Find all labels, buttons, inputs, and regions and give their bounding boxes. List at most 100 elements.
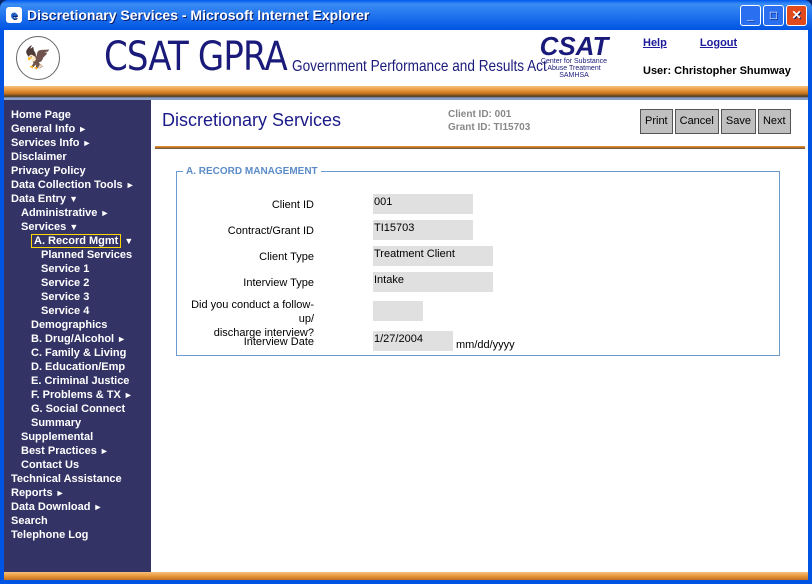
- footer-stripe: [4, 572, 808, 580]
- sidebar-item-label: Service 3: [41, 291, 90, 303]
- maximize-button[interactable]: □: [763, 5, 784, 26]
- interview-date-label: Interview Date: [243, 336, 314, 348]
- page-content: 🦅 CSAT GPRA Government Performance and R…: [4, 30, 808, 580]
- sidebar-item-contact-us[interactable]: Contact Us: [4, 458, 151, 472]
- hhs-seal-logo: 🦅: [16, 36, 60, 80]
- sidebar-item-label: Service 1: [41, 263, 90, 275]
- sidebar-item-service-1[interactable]: Service 1: [4, 262, 151, 276]
- logout-link[interactable]: Logout: [699, 37, 738, 49]
- sidebar-item-disclaimer[interactable]: Disclaimer: [4, 150, 151, 164]
- caret-right-icon: ►: [117, 334, 127, 344]
- user-name: User: Christopher Shumway: [643, 65, 791, 77]
- sidebar-item-d-education-emp[interactable]: D. Education/Emp: [4, 360, 151, 374]
- sidebar-item-e-criminal-justice[interactable]: E. Criminal Justice: [4, 374, 151, 388]
- caret-down-icon: ▼: [69, 222, 79, 232]
- sidebar-item-data-entry[interactable]: Data Entry ▼: [4, 192, 151, 206]
- save-button[interactable]: Save: [720, 109, 756, 134]
- sidebar-item-demographics[interactable]: Demographics: [4, 318, 151, 332]
- grant-field-label: Contract/Grant ID: [227, 225, 314, 237]
- sidebar-item-administrative[interactable]: Administrative ►: [4, 206, 151, 220]
- caret-down-icon: ▼: [69, 194, 79, 204]
- sidebar-item-label: E. Criminal Justice: [31, 375, 130, 387]
- sidebar-item-data-download[interactable]: Data Download ►: [4, 500, 151, 514]
- sidebar-item-general-info[interactable]: General Info ►: [4, 122, 151, 136]
- cancel-button[interactable]: Cancel: [674, 109, 719, 134]
- sidebar-item-home-page[interactable]: Home Page: [4, 108, 151, 122]
- sidebar-item-label: Services: [21, 221, 67, 233]
- sidebar-item-label: Data Collection Tools: [11, 179, 123, 191]
- sidebar-item-supplemental[interactable]: Supplemental: [4, 430, 151, 444]
- client-id-field-label: Client ID: [271, 199, 314, 211]
- sidebar-item-label: Home Page: [11, 109, 71, 121]
- sidebar-item-label: Disclaimer: [11, 151, 67, 163]
- sidebar-item-label: Service 2: [41, 277, 90, 289]
- sidebar-item-service-4[interactable]: Service 4: [4, 304, 151, 318]
- window-title: Discretionary Services - Microsoft Inter…: [27, 7, 370, 23]
- sidebar-item-label: Best Practices: [21, 445, 97, 457]
- sidebar-item-a-record-mgmt[interactable]: A. Record Mgmt ▼: [4, 234, 151, 248]
- help-link[interactable]: Help: [643, 37, 667, 49]
- title-bar: e Discretionary Services - Microsoft Int…: [0, 0, 812, 30]
- sidebar-item-service-2[interactable]: Service 2: [4, 276, 151, 290]
- sidebar-item-technical-assistance[interactable]: Technical Assistance: [4, 472, 151, 486]
- client-id-label: Client ID: 001: [448, 109, 512, 120]
- sidebar-item-search[interactable]: Search: [4, 514, 151, 528]
- csat-logo: CSAT Center for Substance Abuse Treatment S…: [539, 31, 609, 79]
- caret-right-icon: ►: [125, 180, 135, 190]
- sidebar-item-label: Data Download: [11, 501, 91, 513]
- sidebar-item-best-practices[interactable]: Best Practices ►: [4, 444, 151, 458]
- sidebar-nav: Home Page General Info ► Services Info ► Di…: [4, 100, 151, 572]
- followup-field[interactable]: [373, 301, 423, 321]
- sidebar-item-label: Reports: [11, 487, 53, 499]
- main-panel: Discretionary Services Client ID: 001 Gra…: [151, 100, 808, 572]
- grant-id-label: Grant ID: TI15703: [448, 122, 531, 133]
- header: 🦅 CSAT GPRA Government Performance and R…: [4, 30, 808, 86]
- sidebar-item-reports[interactable]: Reports ►: [4, 486, 151, 500]
- caret-right-icon: ►: [100, 208, 110, 218]
- sidebar-item-label: Contact Us: [21, 459, 80, 471]
- sidebar-item-label: Search: [11, 515, 48, 527]
- sidebar-item-f-problems-tx[interactable]: F. Problems & TX ►: [4, 388, 151, 402]
- sidebar-item-label: Service 4: [41, 305, 90, 317]
- sidebar-item-summary[interactable]: Summary: [4, 416, 151, 430]
- followup-label-1: Did you conduct a follow-up/: [191, 299, 314, 325]
- brand-title: CSAT GPRA: [104, 34, 288, 80]
- next-button[interactable]: Next: [757, 109, 791, 134]
- close-button[interactable]: ✕: [786, 5, 807, 26]
- ie-icon: e: [6, 7, 22, 23]
- page-title: Discretionary Services: [162, 110, 342, 130]
- sidebar-item-label: Demographics: [31, 319, 108, 331]
- interview-date-field: 1/27/2004: [373, 331, 453, 351]
- client-type-label: Client Type: [259, 251, 314, 263]
- sidebar-item-label: Administrative: [21, 207, 98, 219]
- interview-type-label: Interview Type: [243, 277, 314, 289]
- sidebar-item-g-social-connect[interactable]: G. Social Connect: [4, 402, 151, 416]
- caret-right-icon: ►: [82, 138, 92, 148]
- header-stripe: [4, 86, 808, 100]
- sidebar-item-services-info[interactable]: Services Info ►: [4, 136, 151, 150]
- sidebar-item-label: D. Education/Emp: [31, 361, 126, 373]
- sidebar-item-privacy-policy[interactable]: Privacy Policy: [4, 164, 151, 178]
- caret-right-icon: ►: [78, 124, 88, 134]
- sidebar-item-label: Data Entry: [11, 193, 67, 205]
- sidebar-item-label: Summary: [31, 417, 82, 429]
- print-button[interactable]: Print: [640, 109, 673, 134]
- sidebar-item-telephone-log[interactable]: Telephone Log: [4, 528, 151, 542]
- sidebar-item-label: G. Social Connect: [31, 403, 126, 415]
- sidebar-item-label: Supplemental: [21, 431, 94, 443]
- sidebar-item-label: A. Record Mgmt: [31, 234, 122, 248]
- sidebar-item-service-3[interactable]: Service 3: [4, 290, 151, 304]
- minimize-button[interactable]: _: [740, 5, 761, 26]
- sidebar-item-label: B. Drug/Alcohol: [31, 333, 115, 345]
- sidebar-item-b-drug-alcohol[interactable]: B. Drug/Alcohol ►: [4, 332, 151, 346]
- caret-down-icon: ▼: [124, 236, 134, 246]
- sidebar-item-label: Planned Services: [41, 249, 133, 261]
- sidebar-item-planned-services[interactable]: Planned Services: [4, 248, 151, 262]
- sidebar-item-services[interactable]: Services ▼: [4, 220, 151, 234]
- record-management-section: A. RECORD MANAGEMENT Client ID 001 Contr…: [176, 166, 780, 356]
- sidebar-item-label: Technical Assistance: [11, 473, 122, 485]
- sidebar-item-data-collection-tools[interactable]: Data Collection Tools ►: [4, 178, 151, 192]
- section-title: A. RECORD MANAGEMENT: [186, 166, 318, 177]
- sidebar-item-c-family-living[interactable]: C. Family & Living: [4, 346, 151, 360]
